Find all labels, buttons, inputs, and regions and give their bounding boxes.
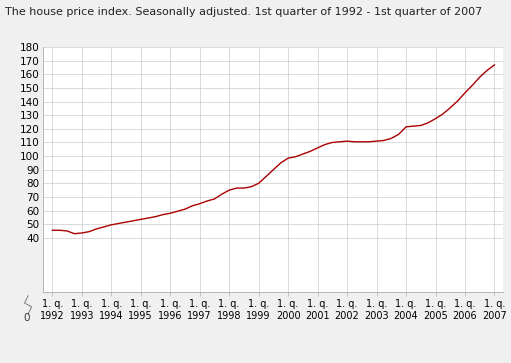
Text: 0: 0 <box>23 313 30 323</box>
Text: The house price index. Seasonally adjusted. 1st quarter of 1992 - 1st quarter of: The house price index. Seasonally adjust… <box>5 7 482 17</box>
